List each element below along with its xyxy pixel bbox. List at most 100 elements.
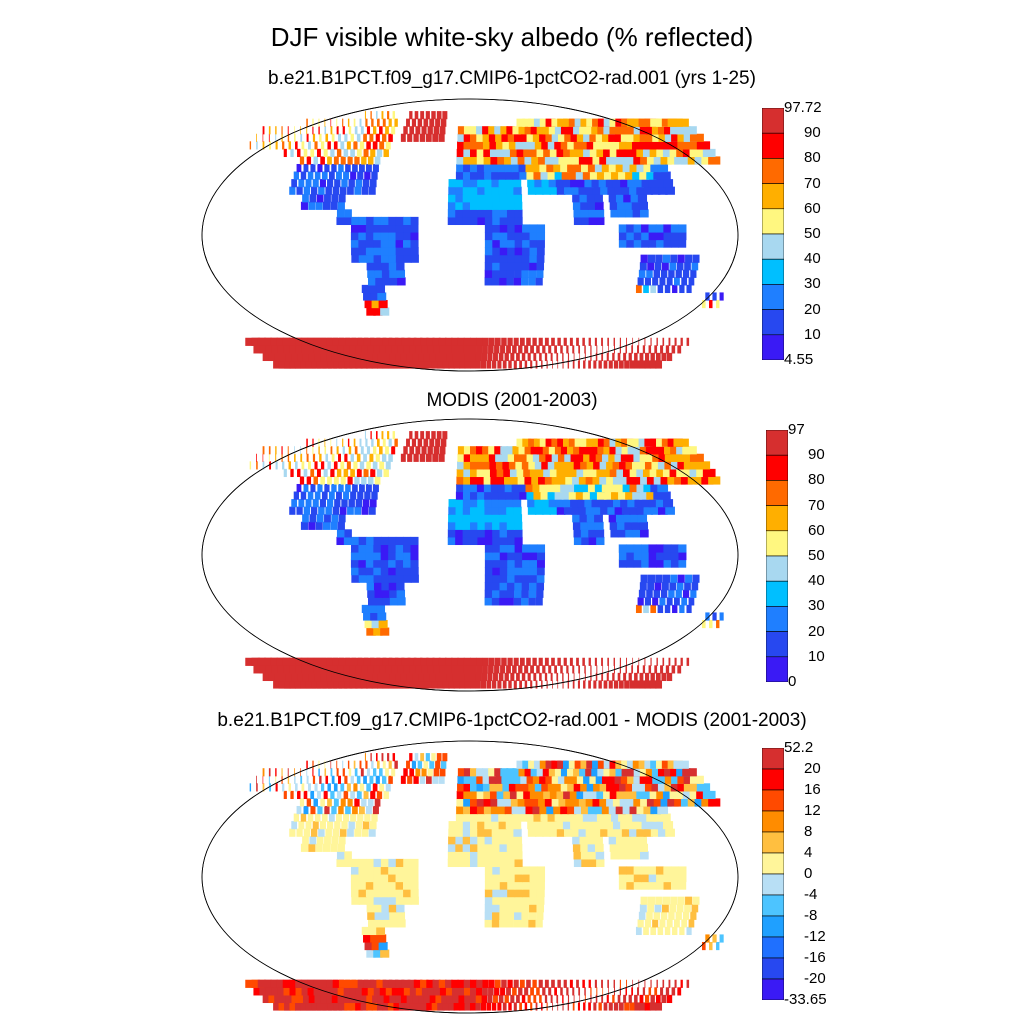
map-cell [336,118,338,127]
map-cell [633,544,642,553]
map-cell [487,672,493,682]
map-cell [645,994,650,1004]
map-cell [382,657,393,666]
map-cell [554,126,565,135]
map-cell [567,141,578,150]
map-cell [305,179,312,188]
map-cell [586,194,596,203]
map-cell [438,337,447,346]
map-cell [470,499,478,508]
map-cell [631,201,641,210]
map-cell [262,768,265,777]
map-cell [583,680,586,689]
map-cell [262,775,264,784]
map-cell [308,201,316,210]
map-cell [314,461,318,470]
map-cell [492,904,500,913]
map-cell [313,337,327,346]
map-cell [283,468,287,478]
map-cell [488,446,496,455]
map-cell [306,798,312,807]
map-cell [447,851,456,860]
map-cell [500,768,509,777]
map-cell [535,919,543,928]
map-cell [351,536,360,546]
map-cell [429,760,435,769]
map-cell [576,453,588,462]
map-cell [470,345,477,354]
map-cell [596,987,598,996]
map-cell [492,843,501,852]
map-cell [651,141,664,150]
map-cell [351,216,360,226]
map-cell [524,156,534,165]
map-cell [470,657,477,666]
map-cell [506,665,511,674]
map-cell [336,491,342,500]
map-cell [366,949,376,958]
map-cell [644,1002,652,1011]
map-cell [632,141,644,150]
map-cell [506,919,514,928]
map-cell [336,813,342,822]
map-cell [546,805,556,815]
map-cell [344,453,348,462]
map-cell [529,262,537,271]
map-cell [456,476,464,485]
map-cell [669,904,677,913]
map-cell [683,783,697,792]
map-cell [548,446,559,455]
map-cell [589,491,600,500]
colorbar-swatch [762,894,784,917]
map-cell [363,133,367,142]
map-cell [628,352,632,362]
map-cell [505,171,514,180]
map-cell [363,934,373,943]
map-cell [514,216,523,226]
map-cell [324,768,327,777]
map-cell [452,352,460,362]
map-cell [388,574,397,583]
map-cell [320,141,325,150]
map-cell [538,156,547,165]
map-cell [367,987,379,996]
map-cell [520,775,529,784]
map-cell [653,589,661,598]
map-cell [655,821,666,830]
map-cell [663,231,672,241]
map-cell [462,179,471,188]
map-cell [324,118,326,127]
colorbar-swatch [762,748,784,770]
map-cell [639,680,646,689]
map-cell [572,680,575,689]
map-cell [585,768,597,777]
map-cell [543,468,553,478]
map-cell [511,163,520,173]
map-cell [336,790,342,800]
map-cell [591,126,603,135]
map-cell [549,790,560,800]
map-cell [358,896,368,905]
map-cell [495,783,504,792]
map-cell [637,836,648,845]
colorbar-swatch [766,555,788,582]
map-cell [354,126,358,135]
map-cell [484,896,493,905]
map-cell [470,171,478,180]
map-cell [612,476,624,485]
map-cell [282,783,285,792]
map-cell [413,657,423,666]
map-cell [641,544,650,553]
map-cell [361,798,367,807]
map-cell [365,438,368,447]
map-cell [395,551,404,561]
map-cell [686,284,692,294]
map-cell [324,126,327,135]
map-cell [294,768,295,777]
map-cell [373,544,382,553]
map-cell [411,118,417,127]
map-cell [528,760,538,769]
map-cell [409,665,419,674]
map-cell [366,768,371,777]
map-cell [456,156,464,165]
